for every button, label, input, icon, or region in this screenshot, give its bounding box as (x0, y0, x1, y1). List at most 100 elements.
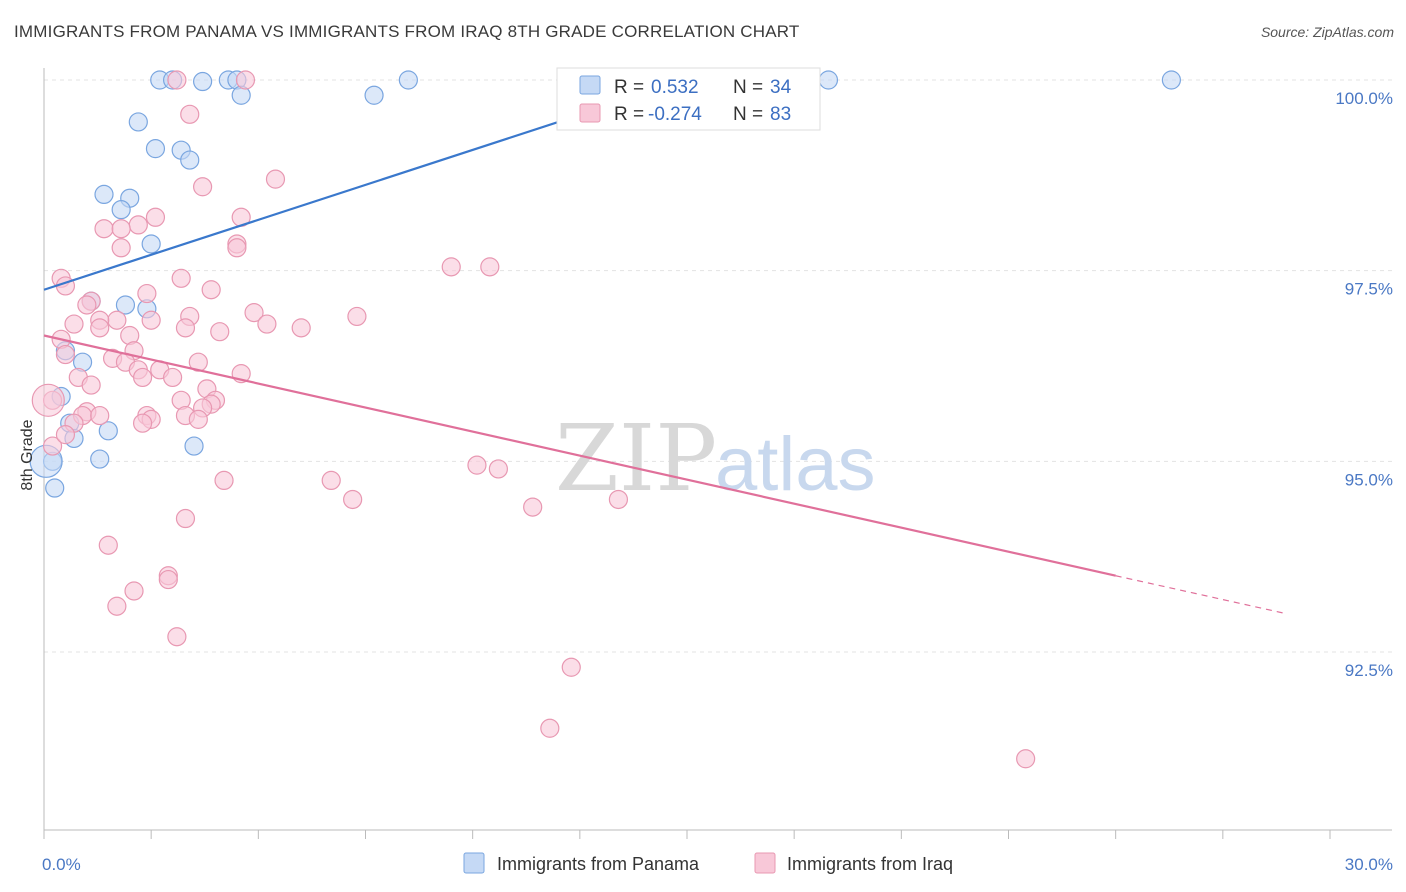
point-panama (98, 421, 118, 441)
y-tick-label: 100.0% (1335, 89, 1393, 108)
point-iraq (55, 425, 76, 445)
series-panama (29, 70, 1181, 498)
point-iraq (132, 367, 153, 388)
point-iraq (137, 283, 157, 304)
point-iraq (111, 219, 131, 239)
point-iraq (608, 489, 629, 510)
chart-title: IMMIGRANTS FROM PANAMA VS IMMIGRANTS FRO… (14, 22, 800, 41)
point-iraq (257, 314, 277, 334)
stats-legend-box (556, 67, 821, 131)
stats-legend: R = 0.532 N = 34 R = -0.274 N = 83 (556, 67, 821, 131)
point-panama (184, 436, 204, 456)
bottom-legend-swatch-iraq (754, 852, 776, 874)
point-panama (45, 478, 65, 498)
point-panama (818, 70, 839, 90)
point-iraq (188, 409, 208, 429)
bottom-legend-swatch-panama (463, 852, 485, 874)
point-iraq (561, 657, 581, 677)
bottom-legend-label-panama: Immigrants from Panama (497, 854, 700, 874)
y-tick-label: 97.5% (1345, 280, 1393, 299)
point-iraq (214, 470, 234, 490)
legend-r-label-panama: R = (614, 77, 644, 98)
y-tick-label: 95.0% (1345, 470, 1393, 489)
point-iraq (467, 455, 487, 475)
point-iraq (244, 303, 264, 323)
legend-n-value-iraq: 83 (770, 104, 791, 125)
point-panama (141, 234, 161, 254)
point-iraq (167, 627, 187, 647)
point-iraq (107, 310, 127, 330)
bottom-legend-label-iraq: Immigrants from Iraq (787, 854, 953, 874)
point-iraq (163, 367, 183, 388)
point-iraq (132, 413, 153, 433)
point-iraq (321, 470, 341, 490)
x-tick-label: 30.0% (1345, 855, 1393, 874)
series-iraq (31, 70, 1036, 769)
point-iraq (175, 318, 196, 338)
point-iraq (77, 295, 97, 315)
y-axis-title: 8th Grade (19, 419, 36, 490)
point-panama (145, 139, 166, 159)
point-panama (193, 71, 213, 92)
point-iraq (227, 238, 247, 258)
point-iraq (171, 268, 191, 288)
point-iraq (347, 306, 367, 327)
point-iraq (124, 581, 144, 601)
point-panama (90, 449, 110, 469)
point-iraq (64, 314, 84, 334)
legend-r-value-panama: 0.532 (651, 77, 699, 98)
point-iraq (145, 207, 166, 227)
point-panama (111, 200, 131, 220)
point-panama (364, 85, 384, 105)
point-iraq (265, 169, 286, 189)
point-iraq (167, 70, 187, 90)
legend-n-label-panama: N = (733, 77, 763, 98)
point-panama (115, 295, 136, 315)
point-panama (94, 184, 114, 204)
point-iraq (158, 569, 178, 590)
point-iraq (98, 535, 118, 555)
point-iraq (235, 70, 256, 90)
point-iraq (90, 318, 110, 338)
point-iraq (1016, 749, 1036, 769)
y-tick-label: 92.5% (1345, 661, 1393, 680)
point-iraq (128, 215, 148, 235)
x-tick-label: 0.0% (42, 855, 81, 874)
point-iraq (94, 219, 114, 239)
watermark-atlas: atlas (715, 422, 876, 507)
series-legend: Immigrants from Panama Immigrants from I… (463, 852, 953, 874)
point-iraq (55, 344, 76, 365)
point-iraq (540, 718, 560, 738)
point-panama (180, 150, 200, 170)
point-iraq (141, 310, 161, 330)
point-iraq (480, 257, 500, 277)
watermark-zip: ZIP (555, 405, 717, 512)
point-iraq (175, 508, 196, 529)
point-iraq (107, 596, 127, 616)
point-iraq (201, 280, 221, 300)
point-panama (1161, 70, 1181, 90)
point-iraq (343, 489, 363, 510)
point-iraq (193, 177, 213, 197)
legend-n-label-iraq: N = (733, 104, 763, 125)
axes: 100.0% 97.5% 95.0% 92.5% 0.0% 30.0% (42, 68, 1393, 874)
point-iraq (42, 436, 63, 456)
point-panama (128, 112, 148, 132)
point-iraq (210, 322, 230, 342)
point-iraq (523, 497, 543, 517)
point-iraq (81, 375, 101, 395)
trend-line-extension-iraq (1115, 575, 1288, 615)
trend-lines (43, 78, 1288, 615)
legend-swatch-iraq (579, 103, 601, 123)
chart-source: Source: ZipAtlas.com (1260, 24, 1394, 40)
legend-r-value-iraq: -0.274 (648, 104, 702, 125)
point-iraq (90, 405, 110, 426)
point-panama (398, 70, 418, 90)
point-iraq (291, 318, 311, 338)
legend-swatch-panama (579, 75, 601, 95)
trend-line-iraq (43, 334, 1116, 577)
point-iraq (441, 257, 461, 277)
point-iraq (488, 459, 508, 479)
legend-n-value-panama: 34 (770, 77, 792, 98)
